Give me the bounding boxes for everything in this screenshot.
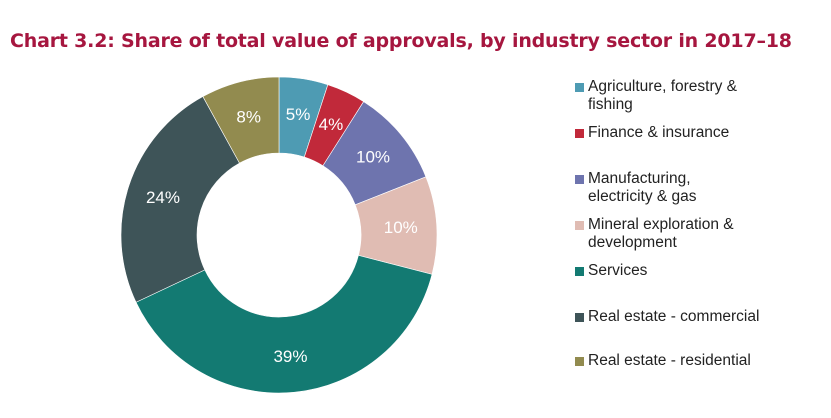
chart-title: Chart 3.2: Share of total value of appro… (10, 30, 792, 52)
data-label-services: 39% (273, 347, 307, 366)
slice-real-estate-commercial (120, 96, 240, 303)
donut-slices (120, 76, 438, 394)
data-label-manufacturing-electricity-and-gas: 10% (356, 148, 390, 167)
data-label-finance-and-insurance: 4% (319, 115, 344, 134)
slice-real-estate-residential (202, 76, 280, 164)
data-label-agriculture-forestry-and-fishing: 5% (286, 105, 311, 124)
slice-services (135, 255, 433, 394)
data-label-real-estate-residential: 8% (236, 107, 261, 126)
data-labels: 5% 4% 10% 10% 39% 24% 8% (146, 105, 418, 366)
data-label-mineral-exploration-and-development: 10% (384, 218, 418, 237)
data-label-real-estate-commercial: 24% (146, 188, 180, 207)
